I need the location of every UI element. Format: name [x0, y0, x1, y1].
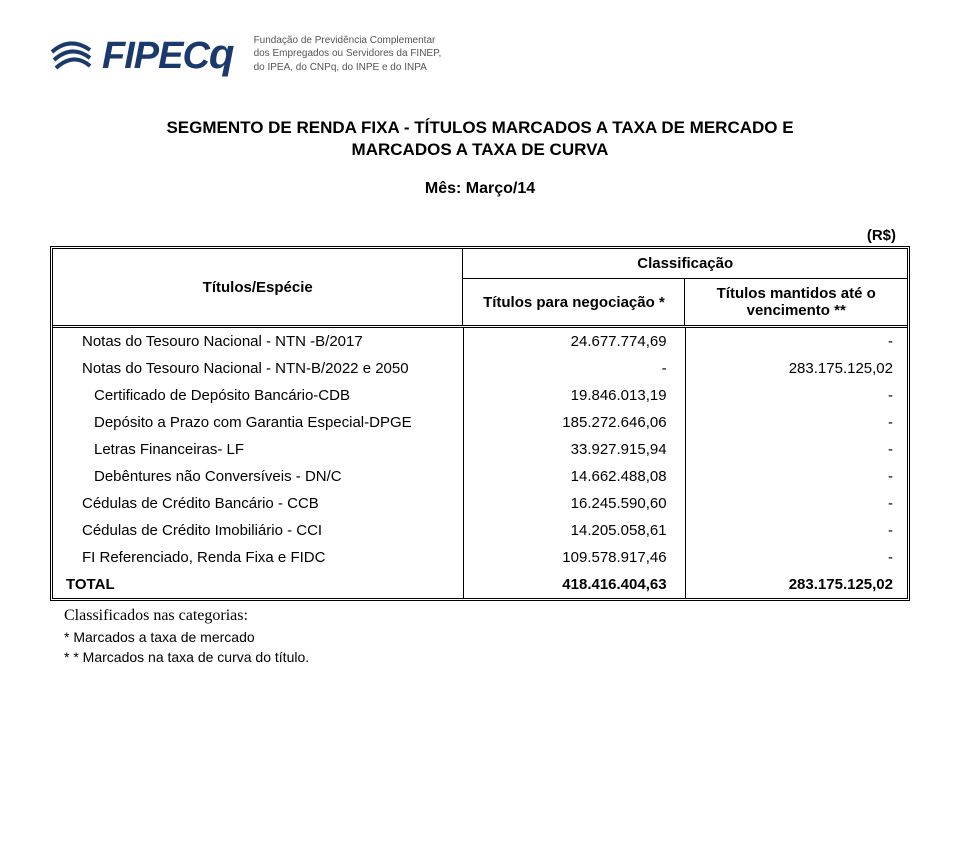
row-vencimento: -	[685, 490, 907, 517]
logo-text: FIPECq	[102, 30, 234, 78]
row-vencimento: -	[685, 436, 907, 463]
table-row: Depósito a Prazo com Garantia Especial-D…	[54, 409, 908, 436]
currency-label: (R$)	[50, 223, 910, 246]
logo-swoosh-icon	[50, 32, 94, 76]
row-negociacao: 33.927.915,94	[463, 436, 685, 463]
row-label: Notas do Tesouro Nacional - NTN -B/2017	[54, 328, 464, 355]
row-label: Debêntures não Conversíveis - DN/C	[54, 463, 464, 490]
logo-text-main: FIPEC	[102, 35, 209, 77]
table-header: Títulos/Espécie Classificação Títulos pa…	[53, 249, 907, 328]
footnote-line: * Marcados a taxa de mercado	[64, 629, 910, 645]
table-row: FI Referenciado, Renda Fixa e FIDC109.57…	[54, 544, 908, 571]
row-negociacao: 185.272.646,06	[463, 409, 685, 436]
logo: FIPECq	[50, 30, 234, 78]
table-row: Notas do Tesouro Nacional - NTN -B/20172…	[54, 328, 908, 355]
row-negociacao: -	[463, 355, 685, 382]
col-vencimento: Títulos mantidos até o vencimento **	[685, 279, 907, 327]
row-vencimento: -	[685, 328, 907, 355]
row-label: Cédulas de Crédito Imobiliário - CCI	[54, 517, 464, 544]
subtitle-line: do IPEA, do CNPq, do INPE e do INPA	[254, 61, 442, 75]
table-row-total: TOTAL418.416.404,63283.175.125,02	[54, 571, 908, 598]
logo-text-q: q	[209, 30, 234, 77]
row-label: Certificado de Depósito Bancário-CDB	[54, 382, 464, 409]
subtitle-line: dos Empregados ou Servidores da FINEP,	[254, 47, 442, 61]
month-label: Mês: Março/14	[50, 180, 910, 198]
row-negociacao: 19.846.013,19	[463, 382, 685, 409]
sub-title: MARCADOS A TAXA DE CURVA	[50, 140, 910, 160]
row-vencimento: -	[685, 409, 907, 436]
row-label: Letras Financeiras- LF	[54, 436, 464, 463]
table-row: Notas do Tesouro Nacional - NTN-B/2022 e…	[54, 355, 908, 382]
subtitle-line: Fundação de Previdência Complementar	[254, 34, 442, 48]
row-vencimento: -	[685, 382, 907, 409]
table-row: Cédulas de Crédito Bancário - CCB16.245.…	[54, 490, 908, 517]
total-negociacao: 418.416.404,63	[463, 571, 685, 598]
col-negociacao: Títulos para negociação *	[463, 279, 685, 327]
row-label: Notas do Tesouro Nacional - NTN-B/2022 e…	[54, 355, 464, 382]
table-row: Debêntures não Conversíveis - DN/C14.662…	[54, 463, 908, 490]
row-negociacao: 109.578.917,46	[463, 544, 685, 571]
table-row: Certificado de Depósito Bancário-CDB19.8…	[54, 382, 908, 409]
col-especie: Títulos/Espécie	[53, 249, 463, 327]
row-negociacao: 14.205.058,61	[463, 517, 685, 544]
row-negociacao: 24.677.774,69	[463, 328, 685, 355]
table-row: Letras Financeiras- LF33.927.915,94-	[54, 436, 908, 463]
data-table-container: Títulos/Espécie Classificação Títulos pa…	[50, 246, 910, 601]
row-vencimento: -	[685, 544, 907, 571]
main-title: SEGMENTO DE RENDA FIXA - TÍTULOS MARCADO…	[50, 118, 910, 138]
row-vencimento: -	[685, 463, 907, 490]
document-header: FIPECq Fundação de Previdência Complemen…	[50, 30, 910, 78]
row-negociacao: 16.245.590,60	[463, 490, 685, 517]
data-table-body: Notas do Tesouro Nacional - NTN -B/20172…	[53, 328, 907, 598]
row-negociacao: 14.662.488,08	[463, 463, 685, 490]
footnotes: Classificados nas categorias: * Marcados…	[50, 607, 910, 665]
row-label: Depósito a Prazo com Garantia Especial-D…	[54, 409, 464, 436]
col-classificacao: Classificação	[463, 249, 907, 279]
header-subtitle: Fundação de Previdência Complementar dos…	[254, 34, 442, 75]
total-vencimento: 283.175.125,02	[685, 571, 907, 598]
table-row: Cédulas de Crédito Imobiliário - CCI14.2…	[54, 517, 908, 544]
row-vencimento: 283.175.125,02	[685, 355, 907, 382]
footnote-line: * * Marcados na taxa de curva do título.	[64, 649, 910, 665]
row-label: FI Referenciado, Renda Fixa e FIDC	[54, 544, 464, 571]
footnote-category: Classificados nas categorias:	[64, 607, 910, 625]
row-label: Cédulas de Crédito Bancário - CCB	[54, 490, 464, 517]
total-label: TOTAL	[54, 571, 464, 598]
row-vencimento: -	[685, 517, 907, 544]
